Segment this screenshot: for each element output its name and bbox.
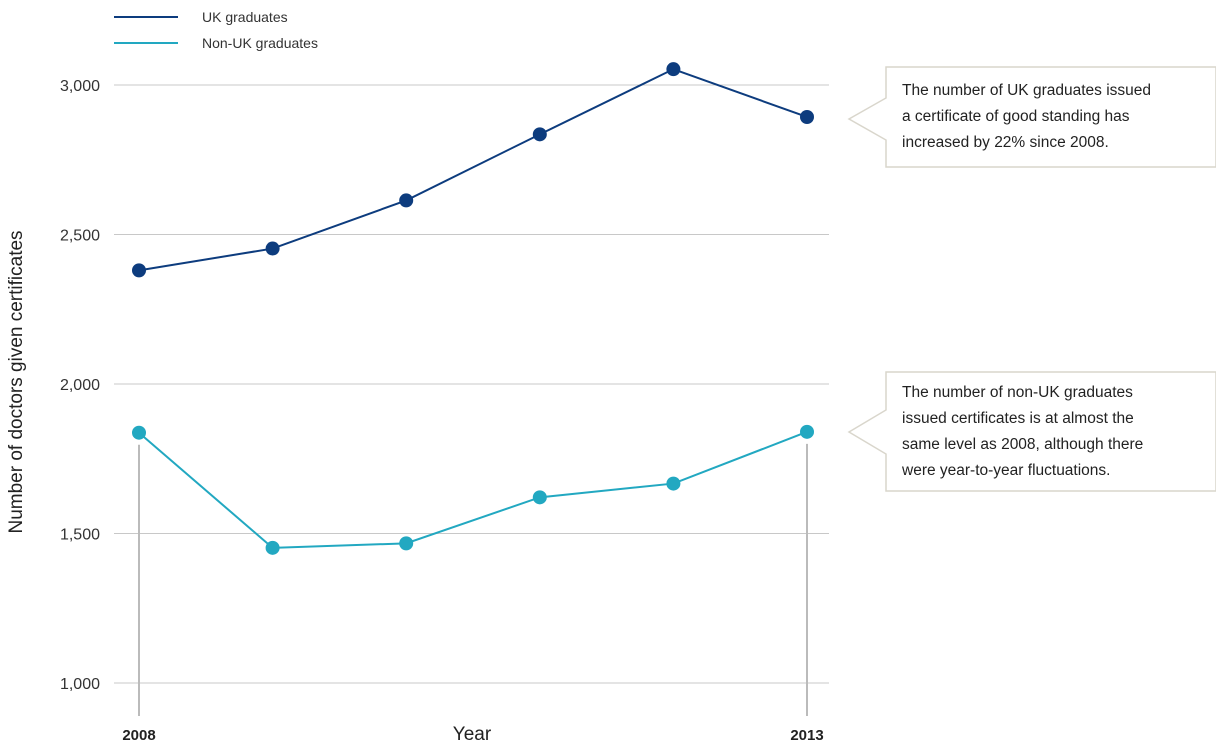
data-point-non-uk-2010 — [399, 536, 413, 550]
callout-non-uk-line-3: same level as 2008, although there — [902, 436, 1143, 453]
callout-uk-line-1: The number of UK graduates issued — [902, 82, 1151, 99]
data-point-non-uk-2008 — [132, 426, 146, 440]
y-tick-label: 2,500 — [60, 228, 100, 245]
x-tick-label-last: 2013 — [790, 727, 823, 744]
callout-uk-line-3: increased by 22% since 2008. — [902, 134, 1109, 151]
y-tick-label: 3,000 — [60, 78, 100, 95]
gridlines — [114, 85, 829, 683]
data-point-non-uk-2013 — [800, 425, 814, 439]
series-line-uk — [139, 69, 807, 270]
callout-non-uk-line-1: The number of non-UK graduates — [902, 384, 1133, 401]
data-point-uk-2012 — [666, 62, 680, 76]
callout-uk: The number of UK graduates issued a cert… — [849, 67, 1216, 167]
callout-non-uk: The number of non-UK graduates issued ce… — [849, 372, 1216, 491]
legend-label-non-uk: Non-UK graduates — [202, 35, 318, 51]
x-axis-title: Year — [453, 724, 492, 745]
series-group — [132, 62, 814, 555]
x-tick-label-first: 2008 — [122, 727, 155, 744]
y-axis-title: Number of doctors given certificates — [6, 230, 27, 533]
y-tick-label: 1,000 — [60, 676, 100, 693]
series-line-non-uk — [139, 432, 807, 548]
callout-non-uk-line-2: issued certificates is at almost the — [902, 410, 1134, 427]
data-point-uk-2013 — [800, 110, 814, 124]
legend: UK graduates Non-UK graduates — [114, 9, 318, 51]
y-tick-label: 1,500 — [60, 527, 100, 544]
y-axis-ticks: 1,000 1,500 2,000 2,500 3,000 — [60, 78, 100, 693]
year-marker-lines — [139, 444, 807, 716]
callout-uk-line-2: a certificate of good standing has — [902, 108, 1130, 125]
callout-non-uk-line-4: were year-to-year fluctuations. — [901, 462, 1110, 479]
data-point-non-uk-2011 — [533, 490, 547, 504]
data-point-uk-2010 — [399, 193, 413, 207]
data-point-non-uk-2012 — [666, 477, 680, 491]
data-point-uk-2008 — [132, 263, 146, 277]
y-tick-label: 2,000 — [60, 377, 100, 394]
data-point-non-uk-2009 — [266, 541, 280, 555]
data-point-uk-2009 — [266, 242, 280, 256]
data-point-uk-2011 — [533, 127, 547, 141]
legend-label-uk: UK graduates — [202, 9, 288, 25]
